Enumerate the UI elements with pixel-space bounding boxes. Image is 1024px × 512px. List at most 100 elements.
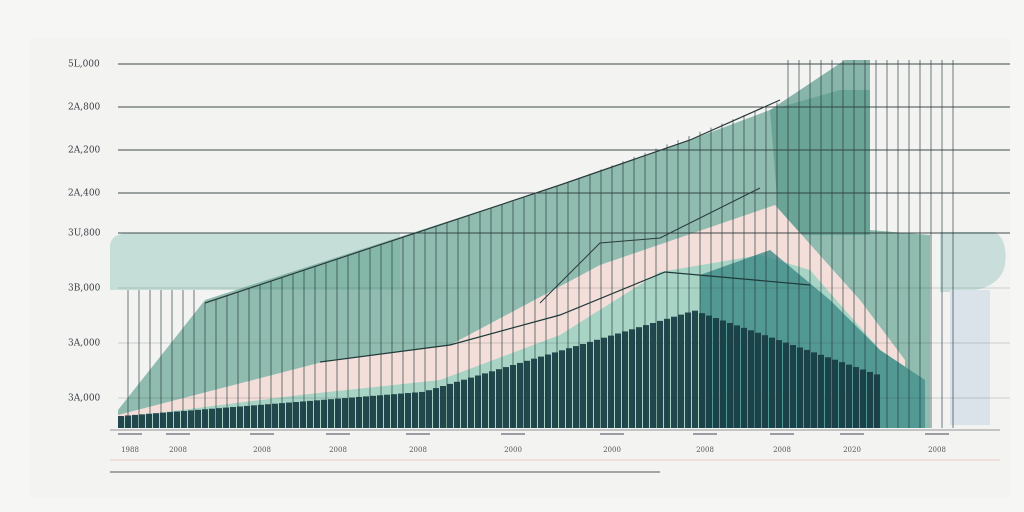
- bar: [545, 354, 551, 428]
- y-label: 3U,800: [68, 229, 101, 239]
- band: [940, 232, 1006, 292]
- bar: [839, 362, 845, 428]
- bars: [118, 310, 880, 428]
- bar: [804, 349, 810, 428]
- bar: [356, 396, 362, 428]
- bar: [335, 398, 341, 428]
- trend-line: [319, 271, 811, 363]
- x-label: 2008: [253, 446, 271, 454]
- y-label: 2A,400: [68, 189, 101, 199]
- bar: [321, 399, 327, 428]
- y-label: 2A,200: [68, 146, 101, 156]
- bar: [412, 392, 418, 428]
- bar: [818, 354, 824, 428]
- bar: [139, 414, 145, 428]
- bar: [622, 331, 628, 428]
- bar: [734, 325, 740, 428]
- bar: [398, 393, 404, 428]
- x-label: 1988: [121, 446, 139, 454]
- bar: [433, 388, 439, 428]
- bar: [132, 414, 138, 428]
- bar: [279, 403, 285, 428]
- bar: [531, 358, 537, 428]
- grid: [118, 63, 1010, 399]
- bar: [188, 410, 194, 428]
- bar: [244, 405, 250, 428]
- bar: [181, 410, 187, 428]
- bar: [391, 394, 397, 428]
- bar: [216, 408, 222, 428]
- bar: [405, 393, 411, 428]
- x-label: 2008: [928, 446, 946, 454]
- bar: [874, 374, 880, 428]
- bar: [517, 362, 523, 428]
- bar: [230, 407, 236, 428]
- area: [770, 60, 870, 235]
- bar: [195, 409, 201, 428]
- bar: [146, 413, 152, 428]
- bar: [573, 346, 579, 428]
- labels: 5L,000 2A,800 2A,200 2A,400 3U,800 3B,000 3A,0…: [68, 60, 949, 454]
- bar: [419, 391, 425, 428]
- bar: [300, 401, 306, 428]
- bar: [482, 373, 488, 428]
- bar: [202, 409, 208, 428]
- bar: [797, 347, 803, 428]
- bar: [475, 375, 481, 428]
- bar: [636, 327, 642, 428]
- bar: [251, 405, 257, 428]
- bar: [489, 371, 495, 428]
- trend-line: [204, 99, 781, 304]
- bar: [342, 398, 348, 428]
- bar: [503, 367, 509, 428]
- bar: [664, 318, 670, 428]
- bar: [853, 367, 859, 428]
- bar: [167, 412, 173, 428]
- bar: [370, 395, 376, 428]
- bar: [692, 310, 698, 428]
- y-label: 5L,000: [68, 60, 100, 70]
- y-label: 3A,000: [68, 394, 101, 404]
- bar: [454, 381, 460, 428]
- bar: [566, 348, 572, 428]
- bar: [811, 352, 817, 428]
- bar: [524, 360, 530, 428]
- bar: [125, 415, 131, 428]
- bar: [153, 413, 159, 428]
- bar: [790, 345, 796, 428]
- bar: [118, 416, 124, 428]
- bar: [769, 337, 775, 428]
- bar: [384, 394, 390, 428]
- bar: [363, 396, 369, 428]
- bar: [832, 359, 838, 428]
- bar: [447, 383, 453, 428]
- y-label: 3B,000: [68, 284, 101, 294]
- bar: [580, 344, 586, 428]
- bar: [349, 397, 355, 428]
- bar: [825, 357, 831, 428]
- x-label: 2000: [504, 446, 522, 454]
- x-label: 2008: [696, 446, 714, 454]
- bar: [272, 403, 278, 428]
- bar: [426, 390, 432, 428]
- bar: [209, 408, 215, 428]
- y-label: 3A,000: [68, 339, 101, 349]
- bar: [174, 411, 180, 428]
- bar: [608, 335, 614, 428]
- x-label: 2008: [329, 446, 347, 454]
- bar: [755, 332, 761, 428]
- bar: [440, 386, 446, 428]
- bar: [699, 313, 705, 428]
- bar: [643, 325, 649, 428]
- bar: [307, 400, 313, 428]
- bar: [748, 330, 754, 428]
- bar: [587, 341, 593, 428]
- bar: [720, 320, 726, 428]
- y-label: 2A,800: [68, 103, 101, 113]
- bar: [594, 339, 600, 428]
- bar: [657, 320, 663, 428]
- bar: [468, 377, 474, 428]
- band: [950, 290, 990, 425]
